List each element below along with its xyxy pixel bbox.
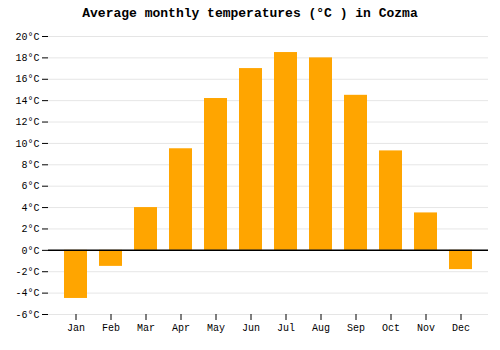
- svg-text:8°C: 8°C: [21, 160, 39, 171]
- svg-text:-2°C: -2°C: [15, 267, 39, 278]
- svg-text:0°C: 0°C: [21, 246, 39, 257]
- svg-text:Aug: Aug: [312, 323, 330, 334]
- svg-text:Mar: Mar: [137, 323, 155, 334]
- svg-text:18°C: 18°C: [15, 53, 39, 64]
- svg-text:Feb: Feb: [102, 323, 120, 334]
- svg-text:Nov: Nov: [417, 323, 435, 334]
- svg-text:Jan: Jan: [67, 323, 85, 334]
- svg-text:Dec: Dec: [452, 323, 470, 334]
- svg-text:6°C: 6°C: [21, 181, 39, 192]
- svg-text:14°C: 14°C: [15, 96, 39, 107]
- svg-text:-4°C: -4°C: [15, 288, 39, 299]
- html-text:Average monthly temperatures (: Average monthly temperatures (°C ) in Co…: [82, 6, 418, 21]
- svg-text:May: May: [207, 323, 225, 334]
- svg-text:-6°C: -6°C: [15, 310, 39, 321]
- svg-text:Oct: Oct: [382, 323, 400, 334]
- svg-text:Jun: Jun: [242, 323, 260, 334]
- svg-text:Jul: Jul: [277, 323, 295, 334]
- svg-text:Sep: Sep: [347, 323, 365, 334]
- svg-text:2°C: 2°C: [21, 224, 39, 235]
- svg-text:10°C: 10°C: [15, 139, 39, 150]
- svg-text:Apr: Apr: [172, 323, 190, 334]
- svg-text:16°C: 16°C: [15, 74, 39, 85]
- svg-text:4°C: 4°C: [21, 203, 39, 214]
- svg-text:12°C: 12°C: [15, 117, 39, 128]
- svg-text:20°C: 20°C: [15, 32, 39, 43]
